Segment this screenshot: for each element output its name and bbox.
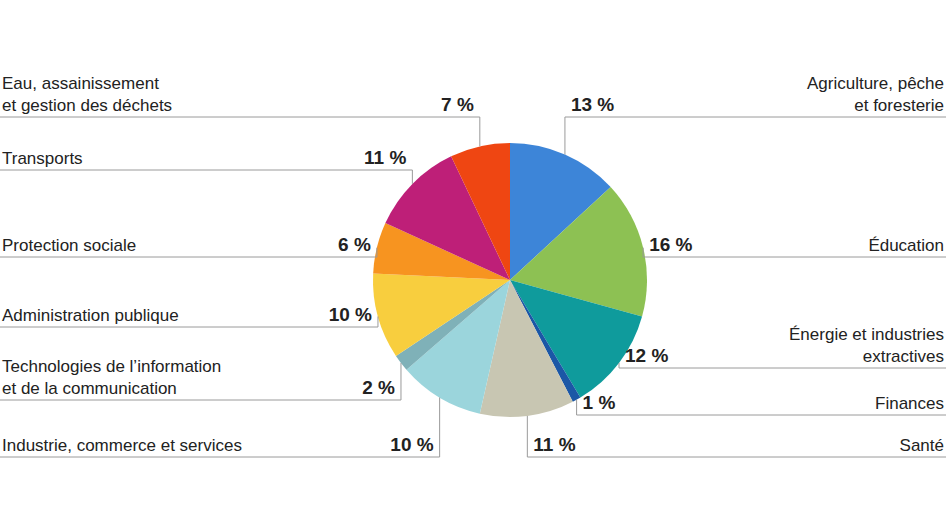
- svg-text:13 %: 13 %: [571, 94, 614, 115]
- svg-text:Protection sociale: Protection sociale: [8, 236, 136, 255]
- svg-text:16 %: 16 %: [649, 234, 692, 255]
- svg-text:extractives: extractives: [863, 347, 938, 366]
- svg-text:7 %: 7 %: [441, 94, 474, 115]
- svg-text:et gestion des déchets: et gestion des déchets: [8, 96, 172, 115]
- svg-text:Industrie, commerce et service: Industrie, commerce et services: [8, 436, 242, 455]
- svg-text:Eau, assainissement: Eau, assainissement: [8, 74, 159, 93]
- svg-text:10 %: 10 %: [329, 304, 372, 325]
- svg-text:2 %: 2 %: [362, 377, 395, 398]
- svg-text:10 %: 10 %: [390, 434, 433, 455]
- svg-text:Finances: Finances: [875, 394, 938, 413]
- svg-text:Énergie et industries: Énergie et industries: [789, 325, 938, 344]
- svg-text:11 %: 11 %: [364, 147, 406, 168]
- svg-text:Éducation: Éducation: [868, 236, 938, 255]
- svg-text:Administration publique: Administration publique: [8, 306, 179, 325]
- svg-text:Technologies de l’information: Technologies de l’information: [8, 357, 221, 376]
- svg-text:Transports: Transports: [8, 149, 83, 168]
- svg-text:12 %: 12 %: [625, 345, 668, 366]
- svg-text:1 %: 1 %: [583, 392, 616, 413]
- svg-text:et de la communication: et de la communication: [8, 379, 177, 398]
- svg-text:11 %: 11 %: [533, 434, 575, 455]
- svg-text:6 %: 6 %: [338, 234, 371, 255]
- svg-text:Santé: Santé: [900, 436, 938, 455]
- svg-text:et foresterie: et foresterie: [854, 96, 938, 115]
- svg-text:Agriculture, pêche: Agriculture, pêche: [807, 74, 938, 93]
